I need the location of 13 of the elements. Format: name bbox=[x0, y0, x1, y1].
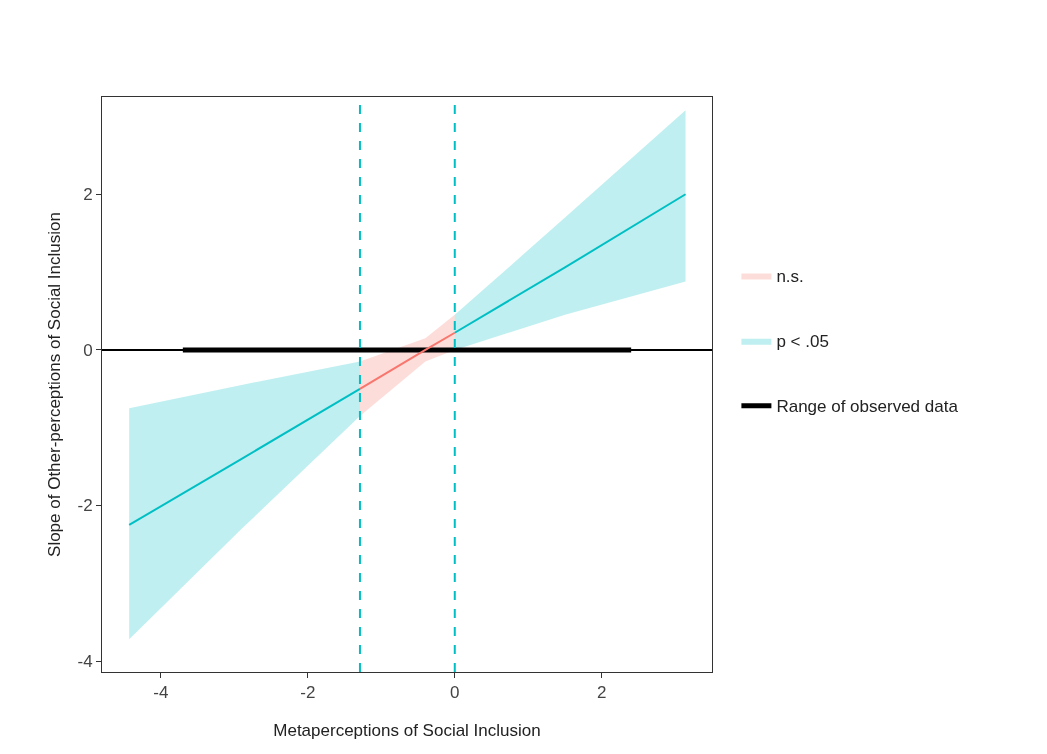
legend-label: Range of observed data bbox=[776, 397, 959, 417]
y-tick-label: 2 bbox=[83, 185, 93, 205]
x-axis-title: Metaperceptions of Social Inclusion bbox=[273, 720, 541, 740]
y-tick-label: -4 bbox=[77, 652, 93, 672]
x-tick-label: 2 bbox=[597, 683, 607, 703]
legend-label: n.s. bbox=[776, 267, 804, 287]
y-tick-label: 0 bbox=[83, 340, 93, 360]
y-tick-label: -2 bbox=[77, 496, 93, 516]
legend-label: p < .05 bbox=[776, 332, 829, 352]
x-tick-label: -2 bbox=[300, 683, 316, 703]
x-tick-label: -4 bbox=[153, 683, 169, 703]
y-axis-title: Slope of Other-perceptions of Social Inclusion bbox=[45, 212, 65, 557]
x-tick-label: 0 bbox=[450, 683, 460, 703]
